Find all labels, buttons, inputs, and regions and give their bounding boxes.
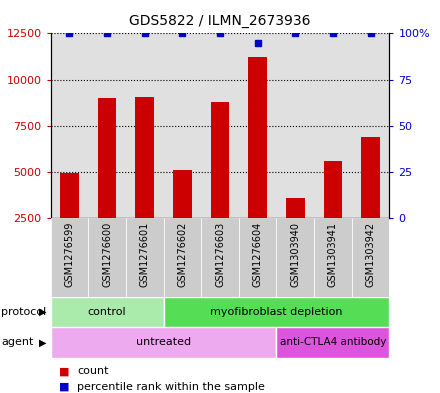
Bar — [164, 297, 389, 327]
Text: GSM1276601: GSM1276601 — [140, 222, 150, 287]
Bar — [276, 218, 314, 297]
Bar — [361, 137, 380, 264]
Text: GSM1303941: GSM1303941 — [328, 222, 338, 287]
Text: control: control — [88, 307, 126, 317]
Text: GSM1303940: GSM1303940 — [290, 222, 300, 287]
Bar — [51, 327, 276, 358]
Text: GSM1276599: GSM1276599 — [64, 222, 74, 287]
Text: GSM1303942: GSM1303942 — [366, 222, 376, 287]
Bar — [323, 161, 342, 264]
Bar — [88, 218, 126, 297]
Text: untreated: untreated — [136, 337, 191, 347]
Bar — [276, 33, 314, 218]
Text: ■: ■ — [59, 382, 70, 392]
Bar — [88, 33, 126, 218]
Bar — [211, 102, 229, 264]
Bar — [164, 218, 201, 297]
Bar — [276, 327, 389, 358]
Bar — [314, 33, 352, 218]
Text: count: count — [77, 366, 109, 376]
Text: GSM1276600: GSM1276600 — [102, 222, 112, 287]
Text: ▶: ▶ — [39, 307, 46, 317]
Bar — [201, 218, 239, 297]
Bar — [352, 33, 389, 218]
Bar — [286, 198, 305, 264]
Text: myofibroblast depletion: myofibroblast depletion — [210, 307, 343, 317]
Text: agent: agent — [1, 337, 34, 347]
Bar — [352, 218, 389, 297]
Bar — [60, 173, 79, 264]
Bar — [314, 218, 352, 297]
Bar — [51, 33, 88, 218]
Bar — [239, 218, 276, 297]
Bar — [98, 98, 117, 264]
Bar — [248, 57, 267, 264]
Text: anti-CTLA4 antibody: anti-CTLA4 antibody — [280, 337, 386, 347]
Bar — [51, 297, 164, 327]
Bar — [126, 218, 164, 297]
Text: GSM1276602: GSM1276602 — [177, 222, 187, 287]
Text: GDS5822 / ILMN_2673936: GDS5822 / ILMN_2673936 — [129, 14, 311, 28]
Text: protocol: protocol — [1, 307, 47, 317]
Bar — [239, 33, 276, 218]
Text: ▶: ▶ — [39, 337, 46, 347]
Bar — [126, 33, 164, 218]
Text: GSM1276604: GSM1276604 — [253, 222, 263, 287]
Bar — [51, 218, 88, 297]
Text: ■: ■ — [59, 366, 70, 376]
Bar — [173, 170, 192, 264]
Bar — [164, 33, 201, 218]
Bar — [201, 33, 239, 218]
Bar — [136, 97, 154, 264]
Text: GSM1276603: GSM1276603 — [215, 222, 225, 287]
Text: percentile rank within the sample: percentile rank within the sample — [77, 382, 265, 392]
